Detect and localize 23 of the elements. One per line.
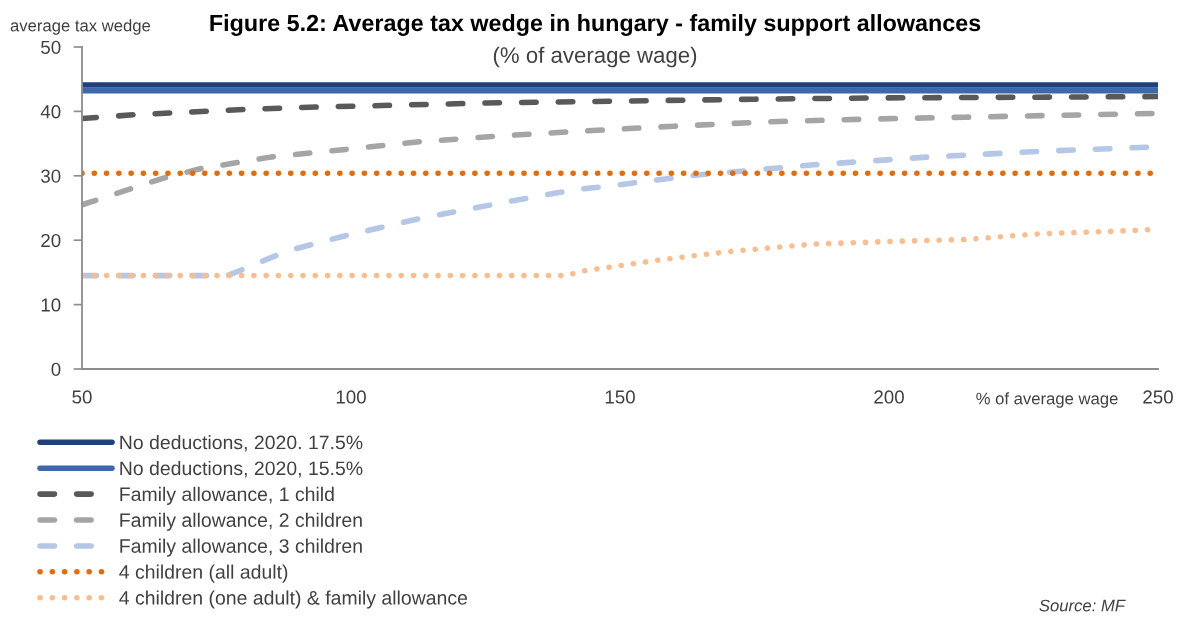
y-tick-label: 40 (40, 105, 61, 119)
x-tick-label: 250 (1143, 390, 1173, 404)
y-tick-label: 50 (41, 40, 61, 54)
legend-label: Family allowance, 2 children (120, 512, 362, 531)
x-tick-label: 50 (72, 390, 92, 404)
y-tick-label: 30 (41, 169, 61, 183)
y-tick-label: 10 (41, 298, 61, 312)
x-tick-label: 150 (605, 390, 635, 404)
chart-subtitle: (% of average wage) (493, 46, 697, 68)
x-axis-title: % of average wage (976, 392, 1118, 408)
legend-label: No deductions, 2020. 17.5% (120, 435, 363, 452)
legend-label: No deductions, 2020, 15.5% (120, 460, 363, 478)
y-tick-label: 0 (51, 362, 61, 376)
y-axis-title: average tax wedge (10, 19, 151, 35)
x-tick-label: 100 (336, 390, 366, 404)
legend-label: 4 children (all adult) (119, 564, 288, 583)
source-note: Source: MF (1039, 599, 1126, 612)
chart-title: Figure 5.2: Average tax wedge in hungary - family support allowances (210, 14, 981, 36)
legend-label: Family allowance, 1 child (120, 486, 334, 505)
legend-label: Family allowance, 3 children (120, 538, 362, 557)
legend-label: 4 children (one adult) & family allowance (119, 590, 468, 609)
x-tick-label: 200 (874, 390, 904, 404)
y-tick-label: 20 (41, 233, 61, 248)
